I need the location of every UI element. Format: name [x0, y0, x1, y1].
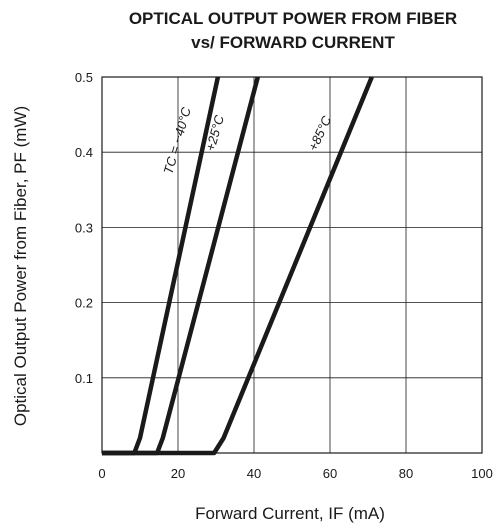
y-tick-label: 0.1: [75, 371, 93, 386]
x-axis-label: Forward Current, IF (mA): [195, 504, 385, 523]
y-tick-label: 0.5: [75, 70, 93, 85]
x-tick-label: 0: [98, 466, 105, 481]
x-tick-label: 60: [323, 466, 337, 481]
x-tick-label: 100: [471, 466, 493, 481]
chart-title-line-1: OPTICAL OUTPUT POWER FROM FIBER: [129, 9, 457, 28]
x-tick-labels: 0 20 40 60 80 100: [98, 466, 492, 481]
series-label-minus40: TC = −40°C: [160, 105, 194, 176]
series-layer: [102, 76, 374, 456]
y-tick-label: 0.3: [75, 220, 93, 235]
chart-title-line-2: vs/ FORWARD CURRENT: [191, 33, 395, 52]
grid: [102, 77, 482, 453]
y-axis-label: Optical Output Power from Fiber, PF (mW): [11, 106, 30, 426]
y-tick-label: 0.2: [75, 296, 93, 311]
y-tick-labels: 0.1 0.2 0.3 0.4 0.5: [75, 70, 93, 386]
x-tick-label: 20: [171, 466, 185, 481]
series-line-2: [102, 76, 374, 456]
series-label-plus25: +25°C: [202, 113, 227, 153]
plot-frame: [101, 76, 483, 454]
x-tick-label: 80: [399, 466, 413, 481]
series-line-0: [102, 76, 221, 456]
y-tick-label: 0.4: [75, 145, 93, 160]
x-tick-label: 40: [247, 466, 261, 481]
